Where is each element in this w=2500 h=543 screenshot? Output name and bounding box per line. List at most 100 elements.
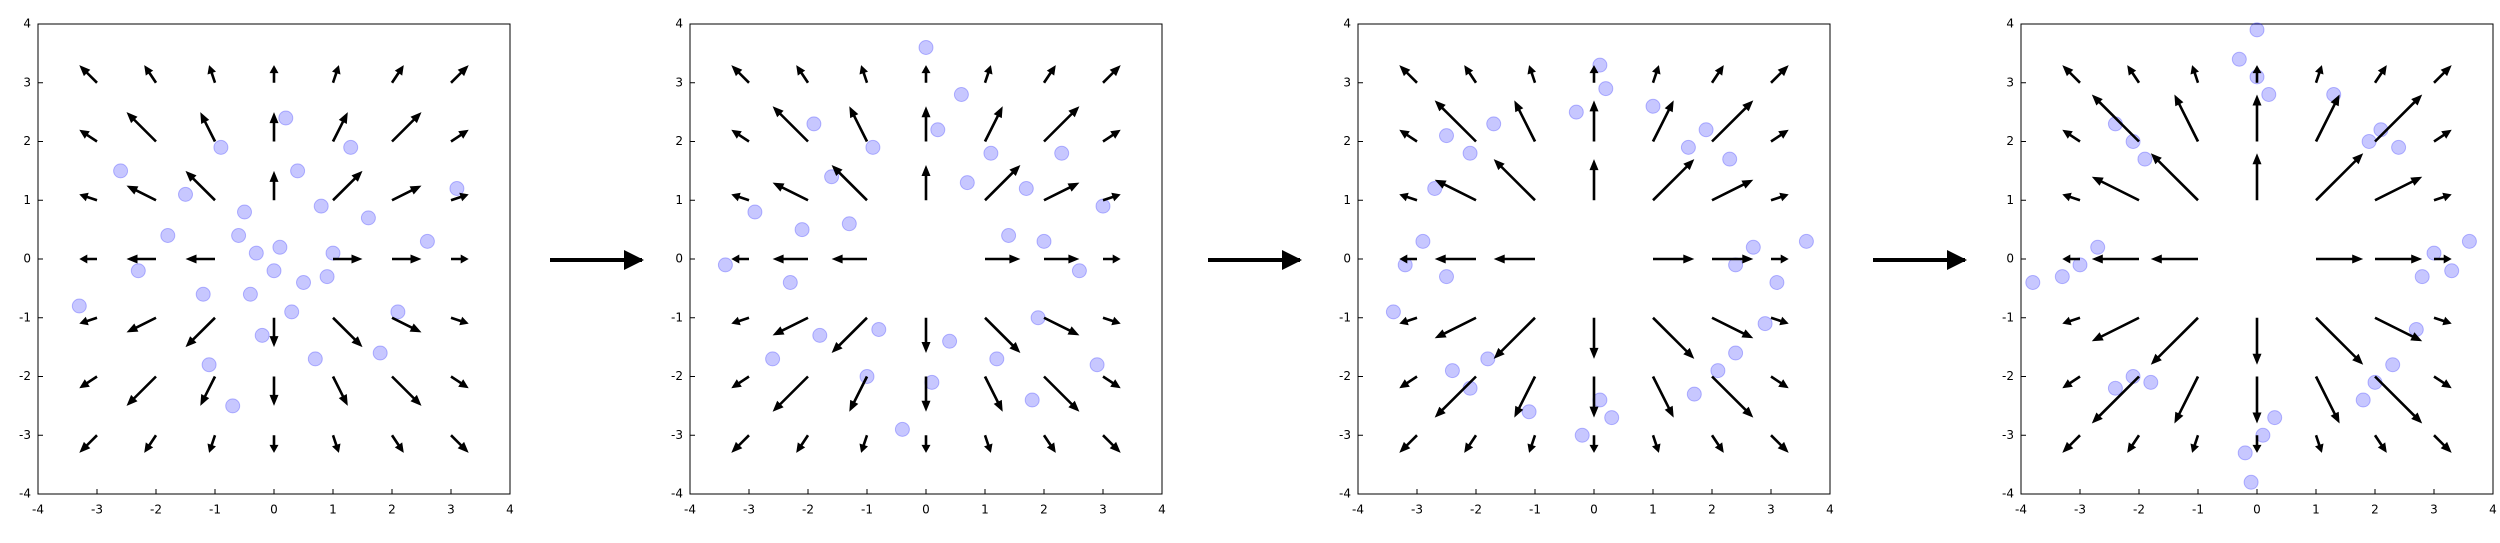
- quiver-arrow: [1589, 65, 1599, 83]
- quiver-arrow: [1652, 316, 1695, 359]
- scatter-point: [2090, 239, 2106, 255]
- scatter-point: [1480, 351, 1496, 367]
- quiver-arrow: [2091, 94, 2140, 143]
- scatter-point: [266, 263, 282, 279]
- quiver-arrow: [1651, 100, 1674, 143]
- scatter-point: [2231, 51, 2247, 67]
- quiver-arrow: [1770, 192, 1789, 202]
- y-tick-label: 2: [23, 134, 31, 148]
- quiver-arrow: [731, 129, 750, 143]
- quiver-arrow: [2252, 376, 2262, 424]
- quiver-arrow: [921, 106, 931, 142]
- quiver-arrow: [2091, 254, 2139, 264]
- scatter-point: [225, 398, 241, 414]
- quiver-arrow: [1589, 159, 1599, 201]
- scatter-point: [930, 122, 946, 138]
- panel: -4 -3 -2 -1 0 1 2 3 4 -4 -3 -2 -1 0 1 2 3 4: [19, 17, 514, 517]
- scatter-point: [2249, 22, 2265, 38]
- quiver-arrow: [1514, 100, 1537, 143]
- quiver-arrow: [2150, 316, 2199, 365]
- x-tick-label: 0: [1590, 503, 1598, 517]
- y-tick-label: 0: [2006, 252, 2014, 266]
- x-tick-label: 4: [1826, 503, 1834, 517]
- quiver-arrow: [1514, 375, 1537, 418]
- x-tick-label: -3: [91, 503, 103, 517]
- quiver-arrow: [1102, 192, 1121, 202]
- scatter-point: [2237, 445, 2253, 461]
- y-tick-label: 4: [675, 17, 683, 31]
- quiver-arrow: [772, 316, 809, 336]
- quiver-arrow: [921, 376, 931, 412]
- quiver-arrow: [831, 254, 867, 264]
- quiver-arrow: [1043, 106, 1080, 143]
- quiver-arrow: [772, 106, 809, 143]
- y-tick-label: 0: [23, 252, 31, 266]
- quiver-arrow: [1399, 254, 1417, 264]
- x-tick-label: 3: [1767, 503, 1775, 517]
- scatter-point: [1757, 316, 1773, 332]
- scatter-point: [1728, 345, 1744, 361]
- quiver-arrow: [2252, 435, 2262, 453]
- scatter-point: [2025, 275, 2041, 290]
- quiver-arrow: [2314, 375, 2340, 424]
- x-tick-label: -2: [2133, 503, 2145, 517]
- quiver-arrow: [1493, 254, 1535, 264]
- quiver-arrow: [1651, 375, 1674, 418]
- quiver-arrow: [79, 375, 98, 389]
- quiver-arrow: [79, 254, 97, 264]
- quiver-arrow: [921, 435, 931, 453]
- quiver-arrow: [985, 254, 1021, 264]
- scatter-point: [278, 110, 294, 126]
- scatter-point: [1798, 233, 1814, 249]
- scatter-point: [1024, 392, 1040, 408]
- quiver-arrow: [772, 254, 808, 264]
- quiver-arrow: [2373, 65, 2387, 84]
- quiver-arrow: [390, 65, 404, 84]
- quiver-arrow: [1103, 254, 1121, 264]
- quiver-arrow: [126, 254, 156, 264]
- panel: -4 -3 -2 -1 0 1 2 3 4 -4 -3 -2 -1 0 1 2 3 4: [2002, 17, 2497, 517]
- quiver-arrow: [2062, 192, 2081, 202]
- scatter-point: [290, 163, 306, 179]
- quiver-arrow: [1399, 129, 1418, 143]
- quiver-arrow: [1770, 434, 1789, 453]
- quiver-arrow: [332, 316, 363, 348]
- quiver-arrow: [1043, 375, 1080, 412]
- quiver-arrow: [2190, 65, 2200, 84]
- scatter-point: [319, 269, 335, 285]
- y-tick-label: 3: [23, 75, 31, 89]
- scatter-point: [2461, 233, 2477, 249]
- quiver-arrow: [1589, 376, 1599, 418]
- x-tick-label: 4: [506, 503, 514, 517]
- scatter-point: [307, 351, 323, 367]
- quiver-arrow: [450, 316, 469, 326]
- quiver-arrow: [1044, 254, 1080, 264]
- x-tick-label: 2: [1708, 503, 1716, 517]
- scatter-point: [2355, 392, 2371, 408]
- scatter-point: [1462, 145, 1478, 161]
- scatter-point: [284, 304, 300, 320]
- quiver-arrow: [126, 375, 157, 406]
- quiver-arrow: [1042, 434, 1056, 453]
- quiver-arrow: [921, 165, 931, 201]
- y-tick-label: -1: [19, 310, 31, 324]
- scatter-point: [894, 421, 910, 437]
- scatter-point: [1030, 310, 1046, 326]
- scatter-point: [1054, 145, 1070, 161]
- quiver-arrow: [1710, 65, 1724, 84]
- quiver-arrow: [2127, 65, 2141, 84]
- scatter-point: [989, 351, 1005, 367]
- scatter-point: [1521, 404, 1537, 420]
- y-tick-label: -3: [1339, 428, 1351, 442]
- scatter-point: [2054, 269, 2070, 285]
- scatter-point: [1018, 181, 1034, 196]
- quiver-arrow: [921, 65, 931, 83]
- scatter-point: [71, 298, 87, 314]
- x-tick-label: 2: [388, 503, 396, 517]
- x-tick-label: -4: [1352, 503, 1364, 517]
- x-tick-label: -2: [1470, 503, 1482, 517]
- y-tick-label: -4: [19, 487, 31, 501]
- x-tick-label: 4: [2489, 503, 2497, 517]
- quiver-arrow: [1711, 375, 1754, 418]
